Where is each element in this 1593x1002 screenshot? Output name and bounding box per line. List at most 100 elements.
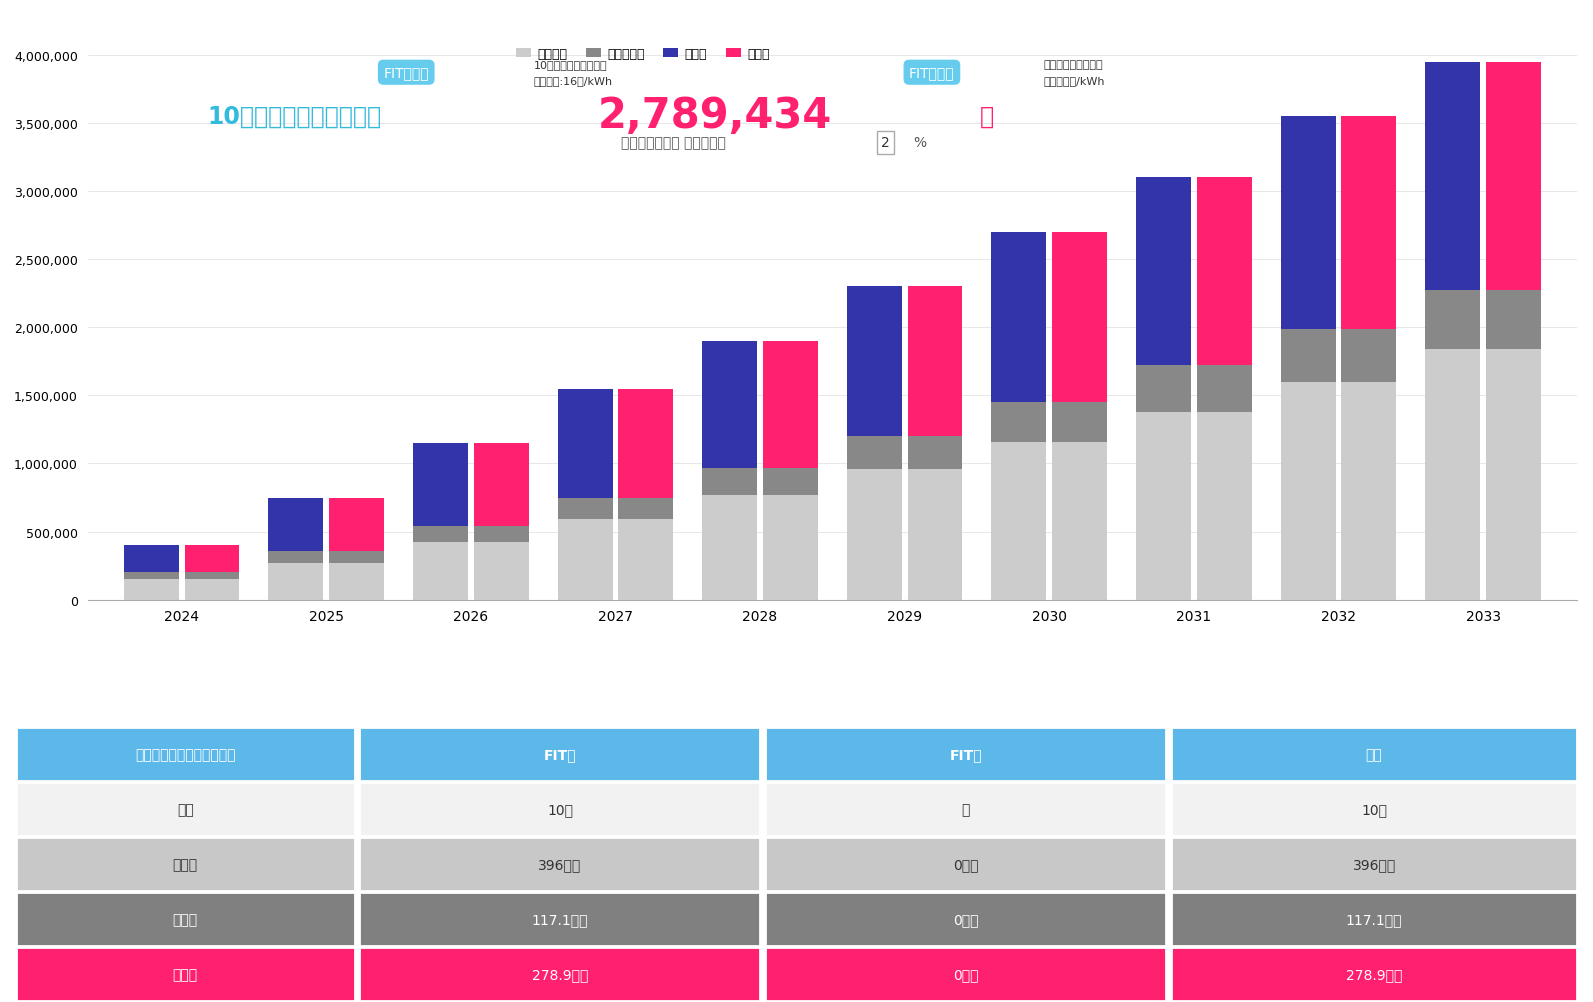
Bar: [268, 563, 323, 600]
Text: 396万円: 396万円: [538, 858, 581, 871]
FancyBboxPatch shape: [16, 783, 355, 836]
Bar: [1281, 330, 1335, 383]
Text: FIT中: FIT中: [543, 747, 577, 761]
Text: 10年: 10年: [1360, 803, 1388, 816]
FancyBboxPatch shape: [765, 893, 1166, 946]
FancyBboxPatch shape: [360, 838, 760, 891]
Text: 年: 年: [962, 803, 970, 816]
Bar: [1196, 366, 1252, 412]
Text: 2,789,434: 2,789,434: [597, 95, 832, 137]
Text: 長期シミュレーション結果: 長期シミュレーション結果: [707, 9, 886, 33]
Bar: [1281, 383, 1335, 600]
Text: 10年（自家消費優先）: 10年（自家消費優先）: [534, 60, 607, 70]
Bar: [1136, 366, 1192, 412]
Bar: [1341, 117, 1397, 330]
Text: FIT後: FIT後: [949, 747, 983, 761]
Bar: [618, 498, 674, 520]
Bar: [330, 563, 384, 600]
Bar: [473, 543, 529, 600]
Text: 2: 2: [881, 136, 890, 150]
FancyBboxPatch shape: [1171, 727, 1577, 781]
Bar: [908, 288, 962, 436]
Text: 円: 円: [980, 104, 994, 128]
Text: 電気料金上昇率 想定：年率: 電気料金上昇率 想定：年率: [621, 136, 726, 150]
Text: 導入後～電気料金差売電額: 導入後～電気料金差売電額: [135, 747, 236, 761]
Bar: [1136, 178, 1192, 366]
Text: 0万円: 0万円: [953, 913, 978, 926]
Bar: [185, 580, 239, 600]
Bar: [1341, 383, 1397, 600]
FancyBboxPatch shape: [16, 893, 355, 946]
Text: 年数: 年数: [177, 803, 194, 816]
Bar: [124, 580, 178, 600]
FancyBboxPatch shape: [16, 727, 355, 781]
Bar: [1281, 117, 1335, 330]
Bar: [763, 342, 817, 468]
FancyBboxPatch shape: [16, 948, 355, 1001]
Bar: [1486, 350, 1540, 600]
Text: 117.1万円: 117.1万円: [532, 913, 588, 926]
FancyBboxPatch shape: [360, 727, 760, 781]
Bar: [413, 527, 468, 543]
FancyBboxPatch shape: [765, 783, 1166, 836]
Bar: [908, 436, 962, 470]
Text: 年（自家消費優先）: 年（自家消費優先）: [1043, 60, 1102, 70]
Bar: [558, 389, 613, 498]
Bar: [1051, 232, 1107, 403]
Legend: 設備なし, ガソリン代, 導入後, 削減額: 設備なし, ガソリン代, 導入後, 削減額: [511, 43, 774, 66]
FancyBboxPatch shape: [1171, 783, 1577, 836]
Bar: [847, 288, 902, 436]
FancyBboxPatch shape: [360, 783, 760, 836]
Bar: [847, 436, 902, 470]
FancyBboxPatch shape: [1171, 948, 1577, 1001]
Bar: [1051, 403, 1107, 442]
FancyBboxPatch shape: [1171, 838, 1577, 891]
Bar: [991, 232, 1047, 403]
Text: 278.9万円: 278.9万円: [532, 968, 588, 981]
Bar: [1426, 292, 1480, 350]
FancyBboxPatch shape: [765, 838, 1166, 891]
Bar: [703, 468, 757, 495]
Text: 売電単価円/kWh: 売電単価円/kWh: [1043, 76, 1106, 86]
Bar: [413, 444, 468, 527]
Bar: [991, 403, 1047, 442]
Bar: [558, 520, 613, 600]
Bar: [618, 520, 674, 600]
Text: 10年: 10年: [546, 803, 573, 816]
Text: 10年間の累計おトク額は: 10年間の累計おトク額は: [207, 104, 381, 128]
Bar: [268, 498, 323, 551]
Text: 合計: 合計: [1365, 747, 1383, 761]
Text: 396万円: 396万円: [1352, 858, 1395, 871]
Text: FIT終了後: FIT終了後: [910, 66, 954, 80]
Text: 売電単価:16円/kWh: 売電単価:16円/kWh: [534, 76, 613, 86]
Bar: [124, 573, 178, 580]
Bar: [991, 442, 1047, 600]
Text: 0万円: 0万円: [953, 858, 978, 871]
FancyBboxPatch shape: [360, 948, 760, 1001]
Bar: [124, 546, 178, 573]
Bar: [1426, 350, 1480, 600]
Text: 削減額: 削減額: [172, 968, 198, 981]
Bar: [1426, 62, 1480, 292]
Bar: [1486, 292, 1540, 350]
Bar: [763, 495, 817, 600]
FancyBboxPatch shape: [16, 838, 355, 891]
Bar: [330, 551, 384, 563]
Bar: [330, 498, 384, 551]
Bar: [1136, 412, 1192, 600]
FancyBboxPatch shape: [765, 727, 1166, 781]
Bar: [1196, 412, 1252, 600]
Bar: [703, 495, 757, 600]
Text: %: %: [913, 136, 926, 150]
FancyBboxPatch shape: [1171, 893, 1577, 946]
FancyBboxPatch shape: [765, 948, 1166, 1001]
Bar: [703, 342, 757, 468]
Bar: [473, 444, 529, 527]
Text: 278.9万円: 278.9万円: [1346, 968, 1402, 981]
Bar: [268, 551, 323, 563]
Bar: [1486, 62, 1540, 292]
Bar: [1196, 178, 1252, 366]
Text: 導入後: 導入後: [172, 913, 198, 926]
Text: 0万円: 0万円: [953, 968, 978, 981]
Bar: [185, 573, 239, 580]
